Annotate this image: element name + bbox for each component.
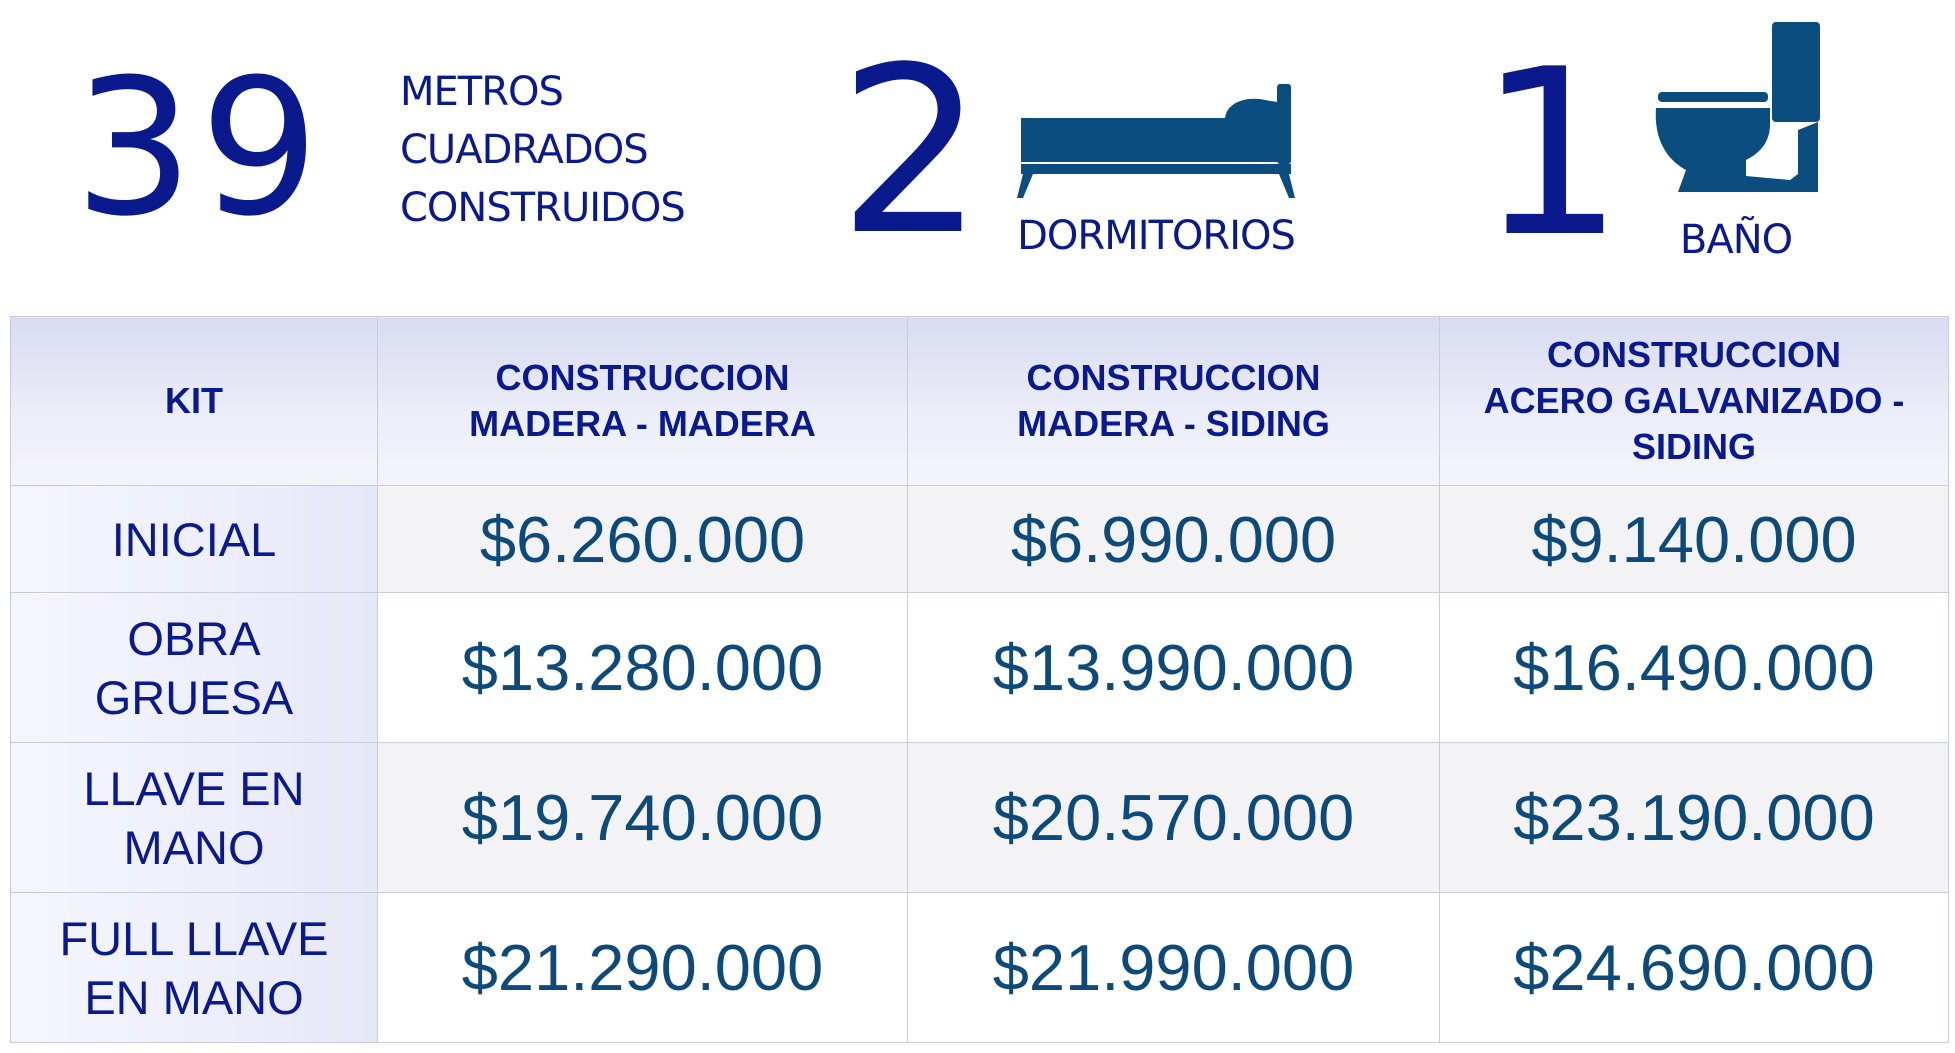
price-cell: $23.190.000 — [1439, 742, 1949, 893]
price-cell: $9.140.000 — [1439, 485, 1949, 593]
price-cell: $13.280.000 — [377, 592, 908, 743]
header-acero-siding: CONSTRUCCION ACERO GALVANIZADO - SIDING — [1439, 316, 1949, 486]
kit-line: EN MANO — [84, 970, 304, 1024]
header-line: MADERA - MADERA — [469, 403, 816, 444]
kit-cell: LLAVE EN MANO — [10, 742, 378, 893]
table-header-row: KIT CONSTRUCCION MADERA - MADERA CONSTRU… — [10, 316, 1949, 486]
area-label-line: METROS — [400, 69, 564, 115]
area-label: METROS CUADRADOS CONSTRUIDOS — [400, 63, 686, 237]
header-madera-madera: CONSTRUCCION MADERA - MADERA — [377, 316, 908, 486]
header-kit: KIT — [10, 316, 378, 486]
price-cell: $6.990.000 — [907, 485, 1440, 593]
kit-line: INICIAL — [111, 512, 277, 566]
kit-cell: INICIAL — [10, 485, 378, 593]
bedrooms-label: DORMITORIOS — [1017, 213, 1296, 259]
price-cell: $21.990.000 — [907, 892, 1440, 1043]
kit-line: OBRA — [127, 611, 261, 665]
area-value: 39 — [74, 39, 326, 258]
kit-cell: FULL LLAVE EN MANO — [10, 892, 378, 1043]
header-madera-siding: CONSTRUCCION MADERA - SIDING — [907, 316, 1440, 486]
table-row: OBRA GRUESA $13.280.000 $13.990.000 $16.… — [10, 592, 1949, 743]
price-cell: $21.290.000 — [377, 892, 908, 1043]
header-line: CONSTRUCCION — [1547, 334, 1841, 375]
kit-line: MANO — [123, 820, 265, 874]
price-cell: $16.490.000 — [1439, 592, 1949, 743]
header-line: MADERA - SIDING — [1017, 403, 1330, 444]
bed-icon — [1017, 84, 1295, 198]
bathrooms-label: BAÑO — [1679, 217, 1793, 263]
bathrooms-value: 1 — [1478, 21, 1625, 288]
kit-line: FULL LLAVE — [59, 911, 329, 965]
table-row: FULL LLAVE EN MANO $21.290.000 $21.990.0… — [10, 892, 1949, 1043]
area-label-line: CUADRADOS — [400, 127, 649, 173]
price-cell: $24.690.000 — [1439, 892, 1949, 1043]
price-cell: $13.990.000 — [907, 592, 1440, 743]
kit-line: LLAVE EN — [83, 761, 305, 815]
area-label-line: CONSTRUIDOS — [400, 185, 686, 231]
price-cell: $6.260.000 — [377, 485, 908, 593]
price-table: KIT CONSTRUCCION MADERA - MADERA CONSTRU… — [10, 316, 1949, 1043]
price-cell: $19.740.000 — [377, 742, 908, 893]
kit-cell: OBRA GRUESA — [10, 592, 378, 743]
toilet-icon — [1655, 22, 1820, 192]
header-line: CONSTRUCCION — [1026, 357, 1321, 398]
price-cell: $20.570.000 — [907, 742, 1440, 893]
table-row: LLAVE EN MANO $19.740.000 $20.570.000 $2… — [10, 742, 1949, 893]
bedrooms-value: 2 — [838, 19, 985, 286]
kit-line: GRUESA — [94, 670, 294, 724]
header-line: CONSTRUCCION — [495, 357, 790, 398]
header-line: ACERO GALVANIZADO - — [1483, 380, 1905, 421]
table-row: INICIAL $6.260.000 $6.990.000 $9.140.000 — [10, 485, 1949, 593]
header-line: SIDING — [1631, 426, 1756, 467]
